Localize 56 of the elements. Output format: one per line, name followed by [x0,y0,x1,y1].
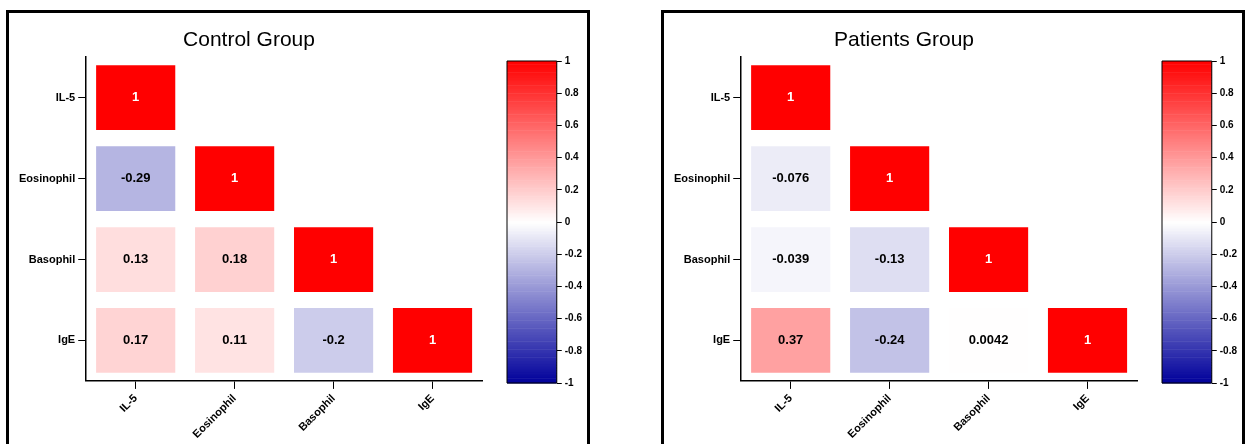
data-label: 0.13 [123,251,149,267]
data-label: 1 [329,251,338,267]
data-label: -0.2 [322,332,345,348]
color-bar-label: 0.4 [1219,151,1235,163]
y-tick-label: Basophil [28,252,76,265]
data-label: 1 [886,170,894,186]
x-tick-label: IL-5 [116,391,140,414]
chart-title: Patients Group [833,27,975,51]
color-bar-label: 0.8 [564,86,580,98]
color-bar-label: 0.2 [1219,183,1235,195]
color-bar-label: -1 [1219,376,1230,388]
data-label: 1 [428,332,437,348]
data-label: 0.37 [778,332,804,348]
data-label: -0.24 [874,332,906,348]
y-tick-label: Basophil [683,252,731,265]
color-bar-label: -0.4 [564,280,583,292]
data-label: 0.11 [222,332,247,348]
data-label: 1 [231,170,239,186]
color-bar-label: 0.6 [564,119,580,131]
data-label: 1 [132,89,140,105]
data-label: 0.18 [221,251,248,267]
color-bar-label: 1 [564,54,571,66]
y-tick-label: IgE [58,333,76,346]
data-label: 1 [984,251,993,267]
data-label: 0.17 [123,332,149,348]
y-tick-label: IgE [713,333,731,346]
color-bar-label: -1 [564,376,575,388]
color-bar-label: 0 [1219,215,1226,227]
x-tick-label: IL-5 [771,391,795,414]
data-label: -0.039 [772,251,810,267]
color-bar-label: 0.6 [1219,119,1235,131]
color-bar-label: -0.8 [564,344,583,356]
y-tick-label: Eosinophil [18,171,76,184]
data-label: 1 [1083,332,1092,348]
data-label: -0.29 [120,170,151,186]
x-tick-label: IgE [415,391,437,413]
color-bar-label: 0 [564,215,571,227]
chart-title: Control Group [183,27,315,51]
color-bar-label: 0.4 [564,151,580,163]
color-bar-label: -0.2 [1219,247,1238,259]
color-bar-label: -0.6 [1219,312,1238,324]
color-bar-label: 0.8 [1219,86,1235,98]
data-label: -0.13 [874,251,905,267]
data-label: 0.0042 [968,332,1009,348]
color-bar-label: -0.4 [1219,280,1238,292]
color-bar-label: -0.6 [564,312,583,324]
color-bar-label: -0.8 [1219,344,1238,356]
y-tick-label: IL-5 [55,90,76,103]
color-bar-label: -0.2 [564,247,583,259]
color-bar-label: 0.2 [564,183,580,195]
y-tick-label: IL-5 [710,90,731,103]
data-label: -0.076 [772,170,810,186]
x-tick-label: IgE [1070,391,1092,413]
y-tick-label: Eosinophil [673,171,731,184]
color-bar-label: 1 [1219,54,1226,66]
data-label: 1 [787,89,795,105]
